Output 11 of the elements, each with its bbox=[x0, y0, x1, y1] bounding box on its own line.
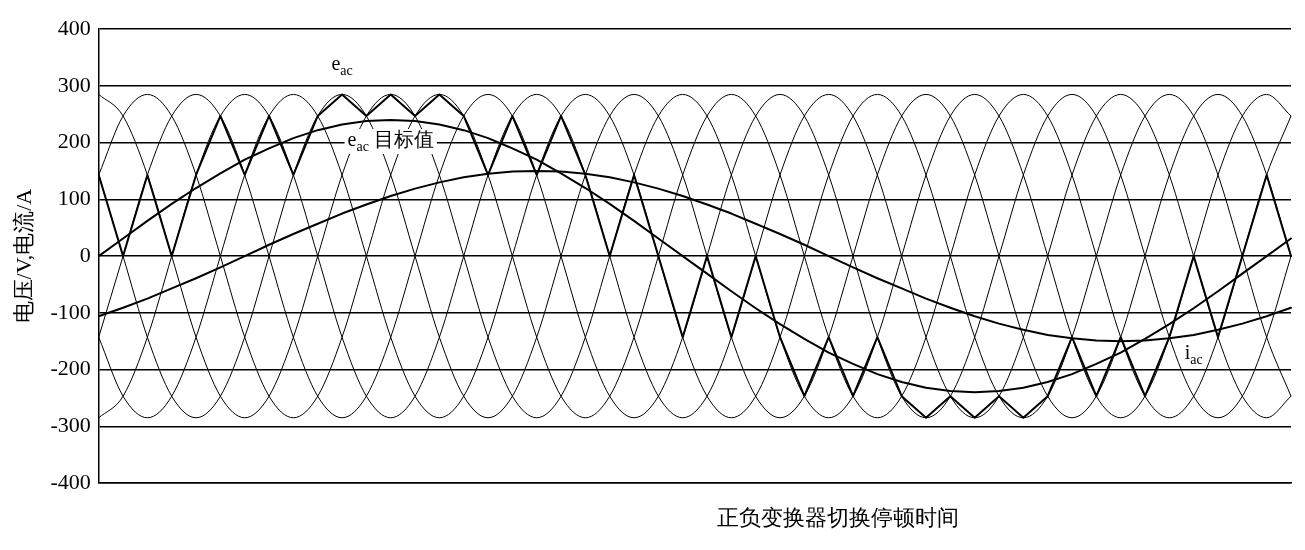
y-tick-label: -200 bbox=[50, 355, 91, 381]
y-tick-label: -100 bbox=[50, 298, 91, 324]
y-tick-label: -300 bbox=[50, 412, 91, 438]
text: 正负变换器切换停顿时间 bbox=[716, 505, 959, 530]
y-axis-title: 电压/V,电流/A bbox=[10, 188, 36, 324]
y-tick-label: 400 bbox=[57, 14, 91, 40]
y-tick-label: 200 bbox=[57, 128, 91, 154]
y-tick-label: -400 bbox=[50, 468, 91, 494]
y-tick-label: 0 bbox=[79, 241, 91, 267]
y-tick-label: 100 bbox=[57, 185, 91, 211]
y-tick-label: 300 bbox=[57, 71, 91, 97]
